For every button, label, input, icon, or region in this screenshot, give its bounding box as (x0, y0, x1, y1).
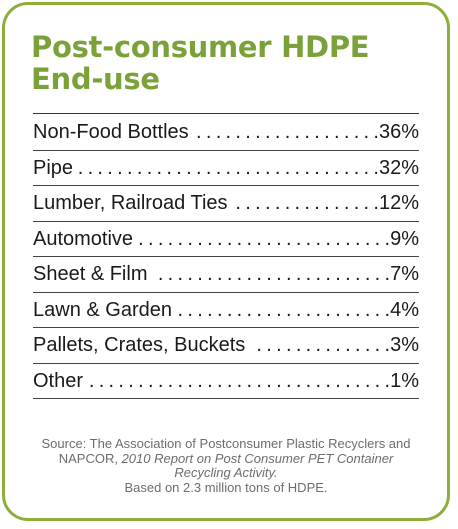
title-line-1: Post-consumer HDPE (31, 30, 370, 64)
list-item: Non-Food Bottles .......................… (33, 115, 419, 151)
dot-leader: ........................................… (89, 369, 385, 392)
dot-leader: ........................................… (177, 298, 385, 321)
dot-leader: ........................................… (251, 334, 385, 356)
list-item: Other ..................................… (33, 364, 419, 399)
dot-leader: ........................................… (194, 121, 374, 143)
list-item: Automotive .............................… (33, 222, 419, 257)
row-label: Lumber, Railroad Ties (33, 192, 228, 214)
top-divider (33, 113, 419, 114)
end-use-list: Non-Food Bottles .......................… (33, 115, 419, 399)
source-note: Source: The Association of Postconsumer … (35, 436, 417, 495)
row-value: .3% (384, 334, 419, 356)
row-value: .1% (384, 369, 419, 392)
list-item: Pipe ...................................… (33, 151, 419, 186)
dot-leader: ........................................… (234, 192, 374, 214)
dot-leader: ........................................… (79, 156, 374, 179)
source-suffix: Based on 2.3 million tons of HDPE. (124, 479, 328, 495)
row-label: Pallets, Crates, Buckets (33, 334, 246, 356)
list-item: Pallets, Crates, Buckets ...............… (33, 328, 419, 364)
list-item: Lumber, Railroad Ties ..................… (33, 186, 419, 222)
row-label: Pipe (33, 156, 74, 179)
card-title: Post-consumer HDPE End-use (31, 30, 370, 96)
list-item: Lawn & Garden ..........................… (33, 293, 419, 328)
source-report-title: 2010 Report on Post Consumer PET Contain… (121, 450, 394, 480)
row-label: Non-Food Bottles (33, 121, 189, 143)
row-label: Sheet & Film (33, 263, 148, 285)
row-label: Automotive (33, 227, 134, 250)
title-line-2: End-use (31, 62, 160, 96)
row-value: .32% (373, 156, 419, 179)
row-label: Other (33, 369, 84, 392)
row-value: .36% (373, 121, 419, 143)
dot-leader: ........................................… (153, 263, 385, 285)
row-value: .12% (373, 192, 419, 214)
row-label: Lawn & Garden (33, 298, 172, 321)
source-prefix: Source: The Association of Postconsumer … (41, 436, 411, 466)
list-item: Sheet & Film ...........................… (33, 257, 419, 293)
row-value: .4% (384, 298, 419, 321)
dot-leader: ........................................… (139, 227, 385, 250)
info-card: Post-consumer HDPE End-use Non-Food Bott… (2, 2, 450, 521)
row-value: .9% (384, 227, 419, 250)
row-value: .7% (384, 263, 419, 285)
